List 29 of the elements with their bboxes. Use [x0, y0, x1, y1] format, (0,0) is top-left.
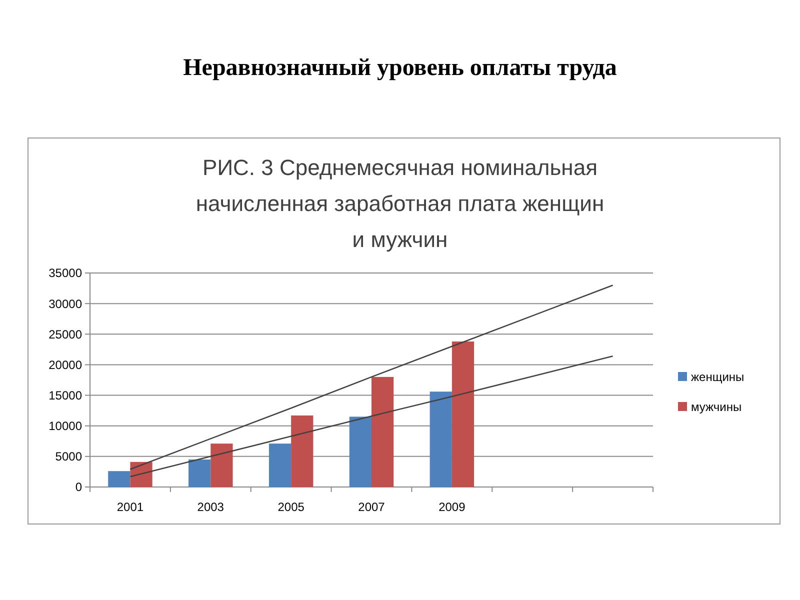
x-tick-label: 2005: [278, 500, 305, 514]
bar: [268, 444, 292, 487]
bar: [372, 376, 394, 487]
y-tick-label: 15000: [48, 388, 82, 402]
y-tick-label: 20000: [48, 358, 82, 372]
bar: [210, 444, 233, 487]
bar: [188, 459, 211, 487]
x-tick-label: 2009: [438, 500, 466, 514]
line-series: [130, 356, 614, 478]
bar: [291, 415, 314, 487]
bar: [349, 416, 372, 487]
y-tick-label: 10000: [48, 419, 82, 434]
bar: [130, 462, 152, 487]
y-tick-label: 25000: [48, 327, 82, 342]
y-tick-label: 5000: [55, 450, 82, 464]
legend-label: женщины: [691, 370, 744, 384]
bar: [452, 341, 474, 487]
line-series: [130, 284, 614, 470]
x-tick-label: 2007: [358, 500, 386, 514]
bar: [430, 392, 452, 487]
y-tick-label: 0: [75, 480, 82, 494]
chart-title: Неравнозначный уровень оплаты труда: [183, 55, 617, 81]
y-tick-label: 35000: [48, 266, 82, 280]
bar: [108, 471, 130, 487]
y-tick-label: 30000: [48, 296, 82, 311]
x-tick-label: 2001: [116, 500, 144, 514]
chart-subtitle: РИС. 3 Среднемесячная номинальная начисленная заработная плата женщин и мужчин: [196, 155, 604, 252]
legend-label: мужчины: [691, 400, 742, 414]
x-tick-label: 2003: [197, 500, 224, 514]
